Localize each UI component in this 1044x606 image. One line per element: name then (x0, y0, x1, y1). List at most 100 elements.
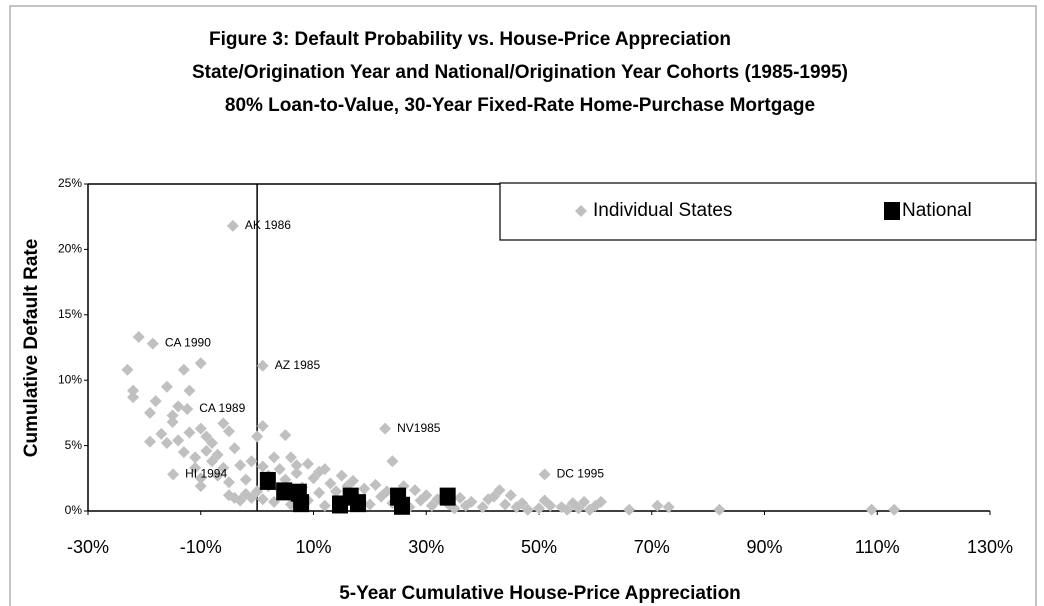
point (177, 446, 190, 459)
point (301, 457, 314, 470)
x-tick-label: 70% (634, 537, 670, 557)
point (177, 363, 190, 376)
point (226, 219, 239, 232)
annotation: CA 1989 (199, 401, 245, 415)
point (194, 357, 207, 370)
point (454, 491, 467, 504)
point (167, 468, 180, 481)
point (228, 442, 241, 455)
point (493, 484, 506, 497)
legend-label: Individual States (593, 200, 732, 221)
point (279, 429, 292, 442)
y-tick-label: 15% (58, 307, 82, 321)
point (439, 487, 456, 506)
point (487, 490, 500, 503)
annotation: HI 1994 (185, 467, 227, 481)
point (350, 494, 367, 513)
point (172, 434, 185, 447)
point (888, 503, 901, 516)
point (222, 476, 235, 489)
point (127, 391, 140, 404)
figure-frame (9, 5, 1037, 606)
point (256, 419, 269, 432)
point (651, 499, 664, 512)
point (245, 455, 258, 468)
legend-marker (575, 205, 587, 217)
point (183, 384, 196, 397)
point (865, 503, 878, 516)
point (293, 494, 310, 513)
point (408, 484, 421, 497)
point (533, 502, 545, 515)
annotation: NV1985 (397, 421, 441, 435)
point (245, 491, 258, 504)
point (144, 435, 157, 448)
point (504, 489, 517, 502)
annotation: AK 1986 (245, 218, 291, 232)
point (386, 455, 399, 468)
x-tick-label: 10% (295, 537, 331, 557)
point (369, 478, 382, 491)
point (268, 451, 281, 464)
point (335, 469, 348, 482)
point (217, 417, 230, 430)
point (276, 482, 293, 501)
point (206, 436, 219, 449)
x-tick-label: 110% (855, 537, 900, 557)
y-tick-label: 0% (65, 503, 83, 517)
point (256, 460, 269, 473)
x-tick-label: -30% (67, 537, 109, 557)
legend-label: National (902, 200, 972, 221)
point (166, 409, 179, 422)
point (234, 494, 247, 507)
point (222, 425, 235, 438)
point (127, 384, 140, 397)
point (256, 359, 269, 372)
point (273, 463, 286, 476)
point (394, 496, 411, 515)
point (538, 468, 551, 481)
y-tick-label: 5% (65, 438, 83, 452)
point (200, 430, 213, 443)
point (189, 461, 202, 474)
point (239, 473, 252, 486)
x-tick-label: 130% (967, 537, 1013, 557)
point (183, 426, 196, 439)
y-tick-label: 20% (58, 242, 82, 256)
point (346, 474, 359, 487)
legend (499, 182, 1037, 241)
x-axis-label: 5-Year Cumulative House-Price Appreciati… (339, 583, 741, 604)
point (181, 402, 194, 415)
y-axis-label: Cumulative Default Rate (21, 239, 42, 458)
point (121, 363, 134, 376)
x-tick-label: 30% (408, 537, 444, 557)
point (379, 422, 392, 435)
point (330, 485, 343, 498)
chart-subtitle: State/Origination Year and National/Orig… (192, 62, 848, 83)
point (380, 485, 393, 498)
point (194, 422, 207, 435)
point (521, 503, 534, 516)
point (499, 498, 512, 511)
y-tick-label: 25% (58, 176, 82, 190)
y-tick-label: 10% (58, 372, 82, 386)
point (595, 495, 608, 508)
annotation: AZ 1985 (275, 358, 321, 372)
point (544, 499, 557, 512)
point (363, 498, 376, 511)
point (578, 495, 591, 508)
x-tick-label: 90% (746, 537, 782, 557)
point (662, 501, 675, 514)
point (425, 499, 438, 512)
point (290, 459, 303, 472)
point (217, 461, 230, 474)
point (234, 459, 247, 472)
point (251, 430, 264, 443)
chart-subtitle: 80% Loan-to-Value, 30-Year Fixed-Rate Ho… (225, 95, 815, 116)
point (189, 451, 202, 464)
annotation: CA 1990 (165, 336, 211, 350)
x-tick-label: 50% (521, 537, 557, 557)
point (561, 503, 574, 516)
point (146, 337, 159, 350)
